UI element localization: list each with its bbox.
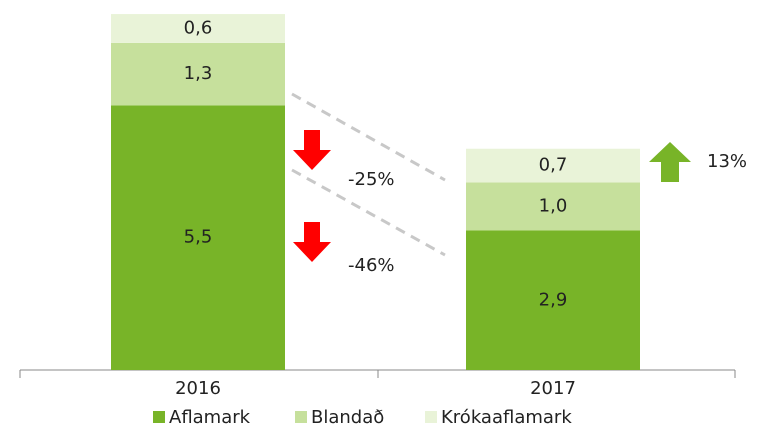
annotation: -25% bbox=[348, 169, 395, 190]
legend-label: Aflamark bbox=[169, 407, 251, 428]
trend-line bbox=[291, 168, 446, 257]
down-arrow bbox=[293, 130, 331, 170]
bar-segment bbox=[111, 42, 285, 106]
up-arrow bbox=[649, 142, 691, 182]
data-label: 1,0 bbox=[539, 195, 568, 216]
annotation: -46% bbox=[348, 255, 395, 276]
trend-line bbox=[291, 92, 446, 182]
legend-label: Blandað bbox=[311, 407, 384, 428]
data-label: 5,5 bbox=[184, 227, 213, 248]
legend-swatch bbox=[153, 411, 165, 423]
decorations bbox=[291, 92, 691, 262]
data-label: 0,6 bbox=[184, 17, 213, 38]
data-label: 2,9 bbox=[539, 289, 568, 310]
bar-segment bbox=[111, 14, 285, 43]
bar-segment bbox=[111, 105, 285, 370]
data-label: 0,7 bbox=[539, 155, 568, 176]
annotation: 13% bbox=[707, 151, 747, 172]
bar-segment bbox=[466, 182, 640, 231]
legend-swatch bbox=[295, 411, 307, 423]
x-tick-label: 2016 bbox=[175, 378, 221, 399]
data-label: 1,3 bbox=[184, 63, 213, 84]
legend-swatch bbox=[425, 411, 437, 423]
down-arrow bbox=[293, 222, 331, 262]
bar-segment bbox=[466, 230, 640, 370]
x-tick-label: 2017 bbox=[530, 378, 576, 399]
legend-label: Krókaaflamark bbox=[441, 407, 572, 428]
bar-segment bbox=[466, 148, 640, 183]
